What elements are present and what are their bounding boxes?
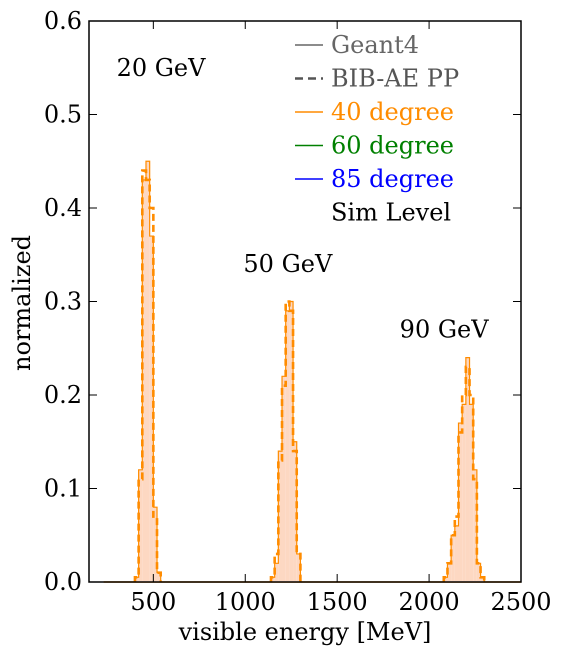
geant4-bin bbox=[443, 577, 448, 582]
y-tick-label: 0.3 bbox=[44, 288, 82, 316]
y-tick-label: 0.6 bbox=[44, 7, 82, 35]
x-tick-label: 2000 bbox=[399, 588, 460, 616]
y-tick-label: 0.5 bbox=[44, 101, 82, 129]
y-tick-label: 0.2 bbox=[44, 381, 82, 409]
geant4-bin bbox=[282, 376, 286, 582]
peak-energy-label: 90 GeV bbox=[400, 316, 490, 344]
legend-label: Geant4 bbox=[331, 31, 419, 59]
axis-ticks: 500 1000 1500 2000 2500 0.0 0.1 0.2 0.3 0.4 0.5 0.6 bbox=[44, 7, 552, 616]
geant4-bin bbox=[458, 423, 463, 582]
y-tick-label: 0.1 bbox=[44, 475, 82, 503]
geant4-bin bbox=[462, 404, 466, 582]
x-axis-title: visible energy [MeV] bbox=[178, 618, 432, 646]
x-tick-label: 2500 bbox=[490, 588, 551, 616]
legend-label: 60 degree bbox=[331, 132, 454, 160]
geant4-bin bbox=[134, 577, 139, 582]
legend: Geant4 BIB-AE PP 40 degree 60 degree 85 degr… bbox=[295, 31, 459, 227]
geant4-bin bbox=[138, 469, 143, 582]
geant4-bin bbox=[480, 577, 485, 582]
geant4-bin bbox=[278, 451, 283, 582]
x-tick-label: 500 bbox=[130, 588, 176, 616]
x-tick-label: 1500 bbox=[307, 588, 368, 616]
legend-label: Sim Level bbox=[331, 199, 451, 227]
y-axis-title: normalized bbox=[8, 235, 36, 371]
geant4-bin bbox=[473, 469, 477, 582]
peak-energy-label: 50 GeV bbox=[243, 250, 333, 278]
bibae-outline bbox=[133, 169, 486, 582]
geant4-bin bbox=[469, 404, 474, 582]
geant4-bin bbox=[447, 563, 452, 582]
geant4-bin bbox=[293, 441, 297, 582]
geant4-bin bbox=[145, 161, 150, 582]
geant4-bin bbox=[454, 525, 459, 582]
geant4-bin bbox=[476, 563, 481, 582]
geant4-bin bbox=[289, 301, 294, 582]
peak-annotations: 20 GeV 50 GeV 90 GeV bbox=[117, 54, 490, 344]
x-tick-label: 1000 bbox=[215, 588, 276, 616]
y-tick-label: 0.0 bbox=[44, 568, 82, 596]
legend-label: BIB-AE PP bbox=[331, 65, 459, 93]
geant4-bin bbox=[274, 563, 279, 582]
peak-energy-label: 20 GeV bbox=[117, 54, 207, 82]
geant4-bin bbox=[153, 507, 158, 582]
geant4-bin bbox=[465, 357, 470, 582]
plot-area bbox=[103, 160, 521, 583]
geant4-bin bbox=[285, 310, 290, 582]
legend-label: 85 degree bbox=[331, 165, 454, 193]
geant4-bin bbox=[149, 236, 154, 583]
geant4-bin bbox=[157, 572, 161, 582]
geant4-bin bbox=[142, 179, 146, 582]
geant4-bin bbox=[270, 577, 275, 582]
legend-label: 40 degree bbox=[331, 98, 454, 126]
y-tick-label: 0.4 bbox=[44, 194, 82, 222]
geant4-bin bbox=[451, 535, 455, 582]
geant4-bin bbox=[296, 553, 301, 582]
